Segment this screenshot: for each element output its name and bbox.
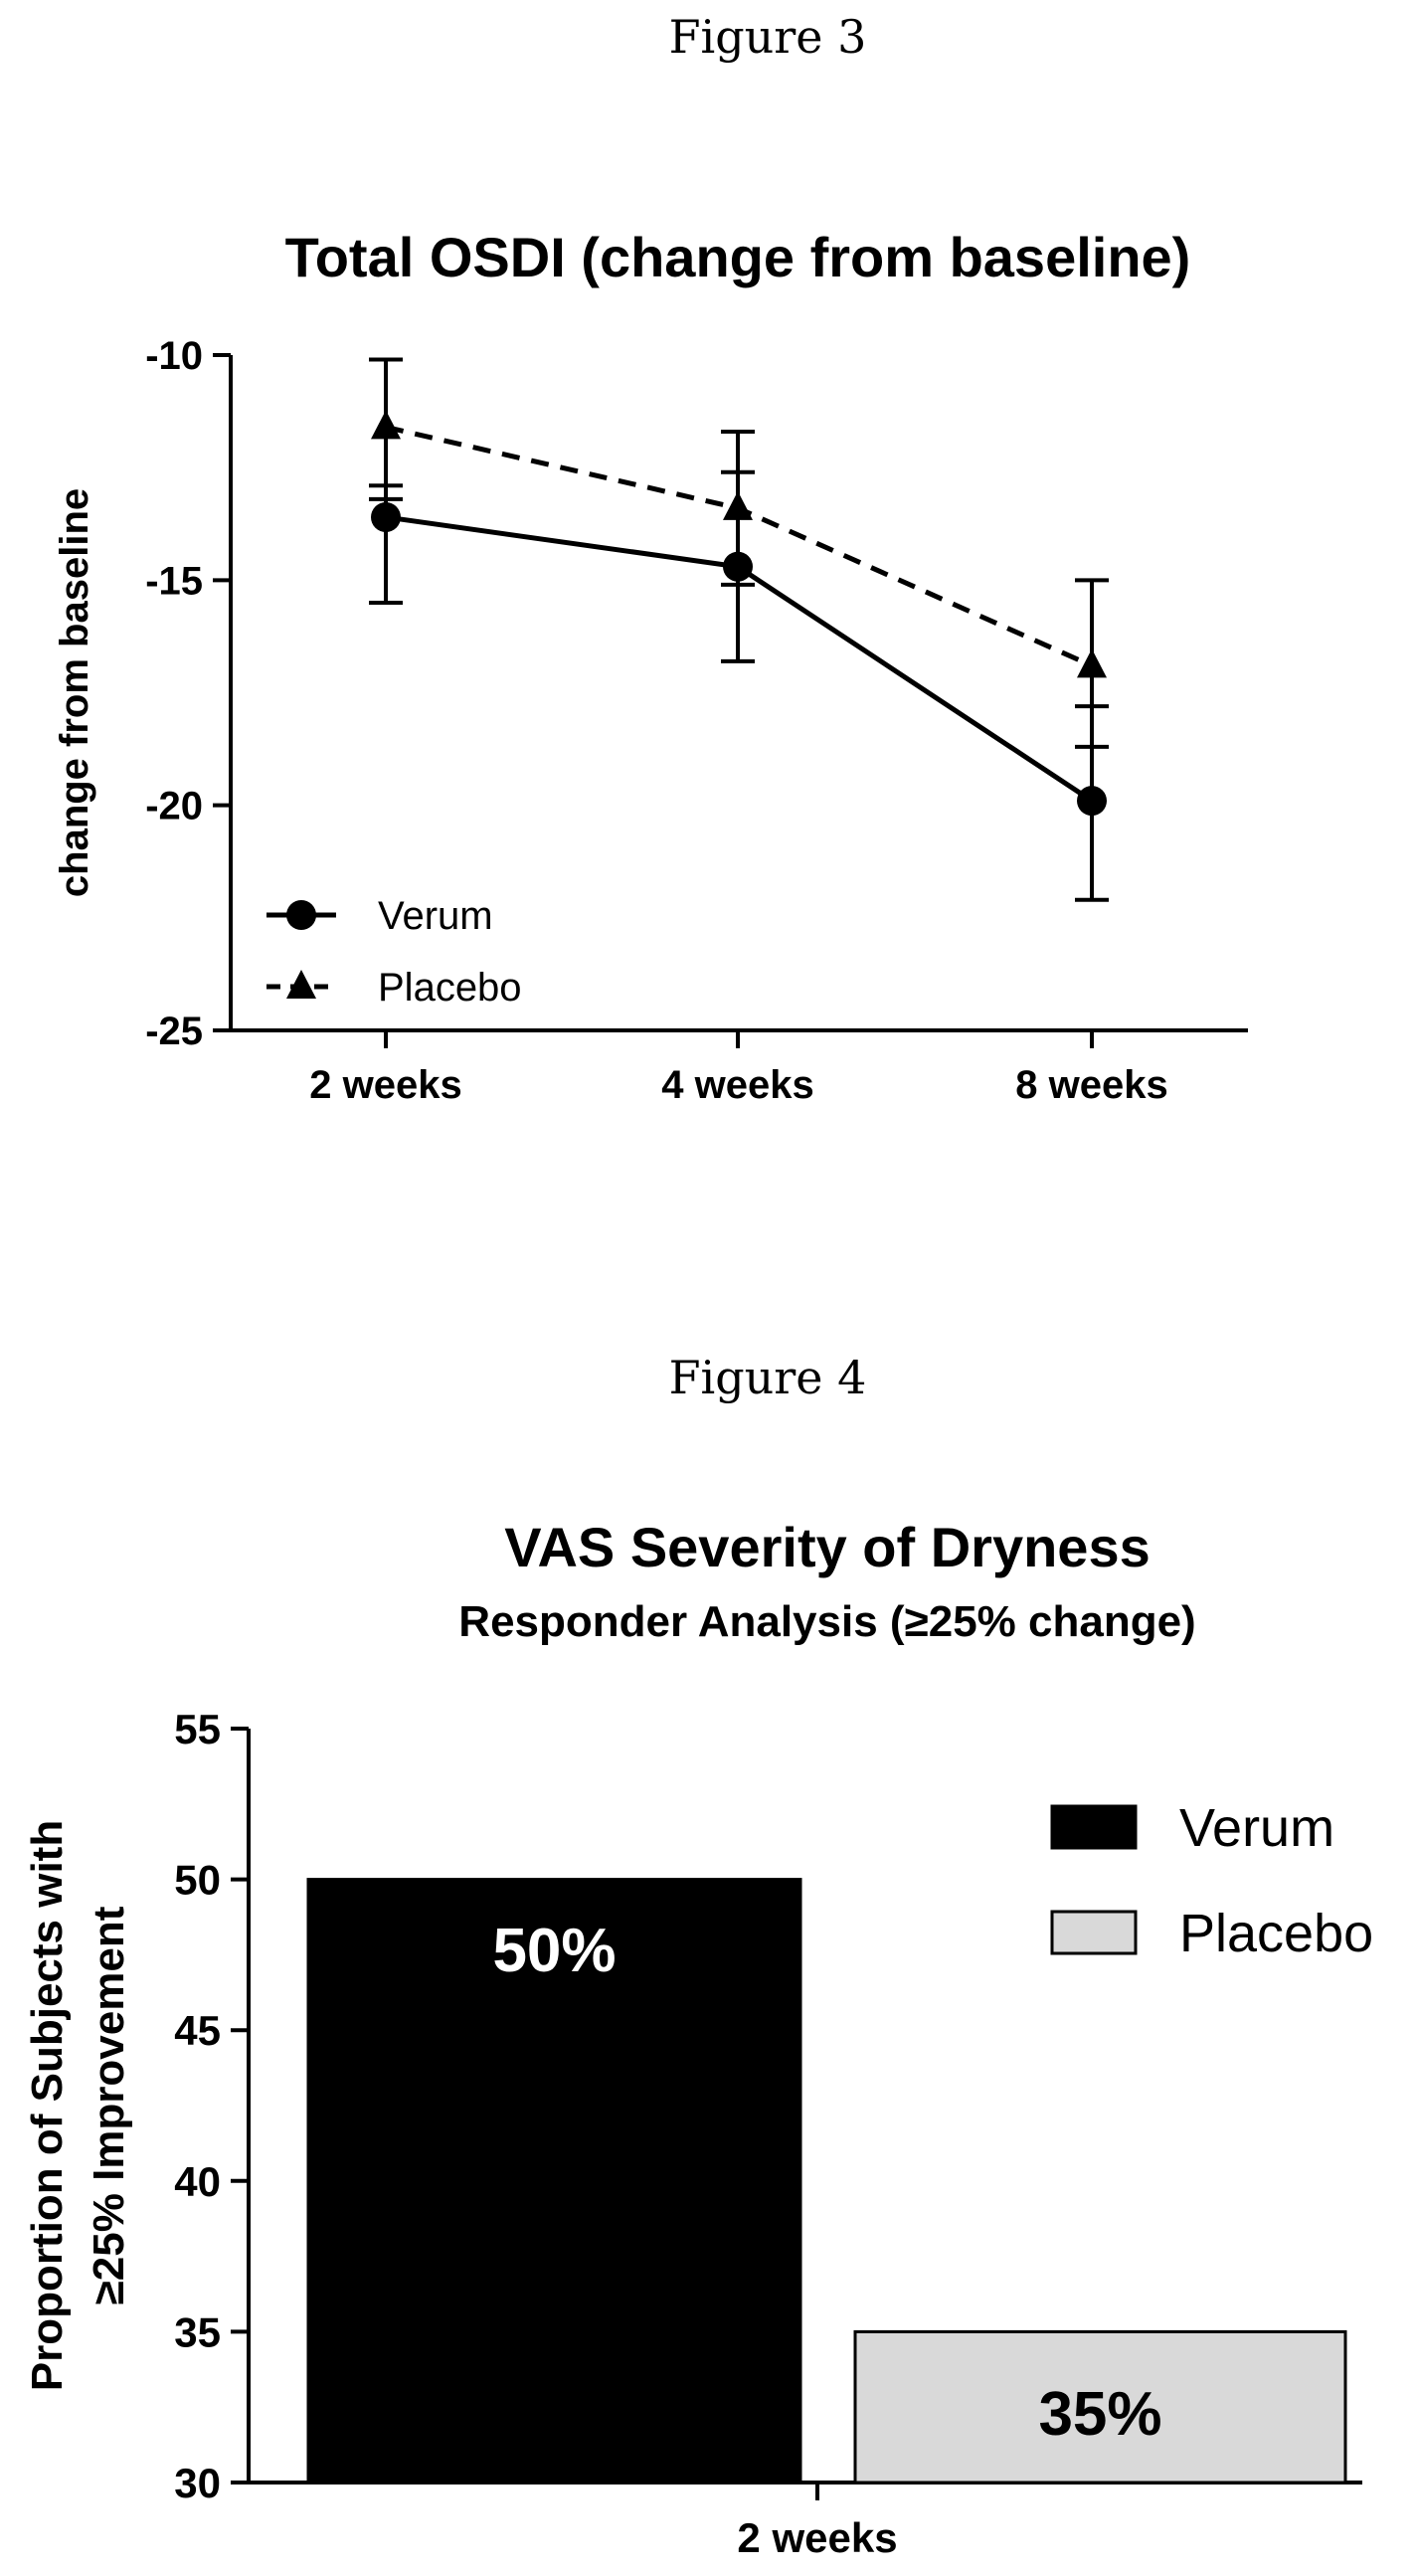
legend-label-placebo: Placebo [378, 966, 522, 1010]
point-verum [371, 501, 401, 532]
x-tick-label: 2 weeks [309, 1063, 461, 1107]
figure-4-caption: Figure 4 [669, 1351, 867, 1404]
legend-marker-verum [286, 900, 316, 930]
legend-marker-placebo [286, 970, 316, 999]
legend-label-verum: Verum [1179, 1798, 1334, 1858]
x-tick-label: 2 weeks [737, 2514, 897, 2561]
figure-3-caption: Figure 3 [669, 10, 867, 64]
y-tick-label: 50 [174, 1857, 221, 1904]
legend-swatch-verum [1050, 1804, 1138, 1850]
y-axis-label: ≥25% Improvement [85, 1906, 133, 2304]
osdi-line-chart: Total OSDI (change from baseline) change … [53, 226, 1248, 1107]
y-tick-label: -15 [145, 559, 203, 603]
y-axis-label: Proportion of Subjects with [23, 1820, 72, 2391]
y-tick-label: 40 [174, 2158, 221, 2205]
legend-swatch-placebo [1050, 1910, 1138, 1955]
y-tick-label: 45 [174, 2007, 221, 2054]
legend-label-verum: Verum [378, 894, 493, 938]
y-tick-label: -25 [145, 1010, 203, 1053]
data-label-verum: 50% [492, 1917, 616, 1985]
y-tick-label: 30 [174, 2460, 221, 2506]
y-tick-label: -10 [145, 334, 203, 378]
chart-subtitle: Responder Analysis (≥25% change) [458, 1597, 1195, 1646]
point-placebo [723, 490, 753, 520]
y-tick-label: 35 [174, 2308, 221, 2355]
vas-bar-chart: VAS Severity of Dryness Responder Analysi… [23, 1516, 1373, 2561]
y-tick-label: 55 [174, 1706, 221, 1752]
x-tick-label: 4 weeks [661, 1063, 813, 1107]
point-verum [1077, 786, 1107, 817]
y-tick-label: -20 [145, 785, 203, 828]
x-tick-label: 8 weeks [1015, 1063, 1167, 1107]
legend-label-placebo: Placebo [1179, 1904, 1373, 1963]
bar-placebo [853, 2329, 1347, 2484]
y-axis-label: change from baseline [53, 488, 96, 897]
data-label-placebo: 35% [1038, 2380, 1161, 2449]
bar-verum [306, 1878, 802, 2484]
point-placebo [1077, 648, 1107, 678]
chart-title: VAS Severity of Dryness [504, 1516, 1150, 1578]
point-placebo [371, 410, 401, 440]
chart-title: Total OSDI (change from baseline) [285, 226, 1191, 288]
